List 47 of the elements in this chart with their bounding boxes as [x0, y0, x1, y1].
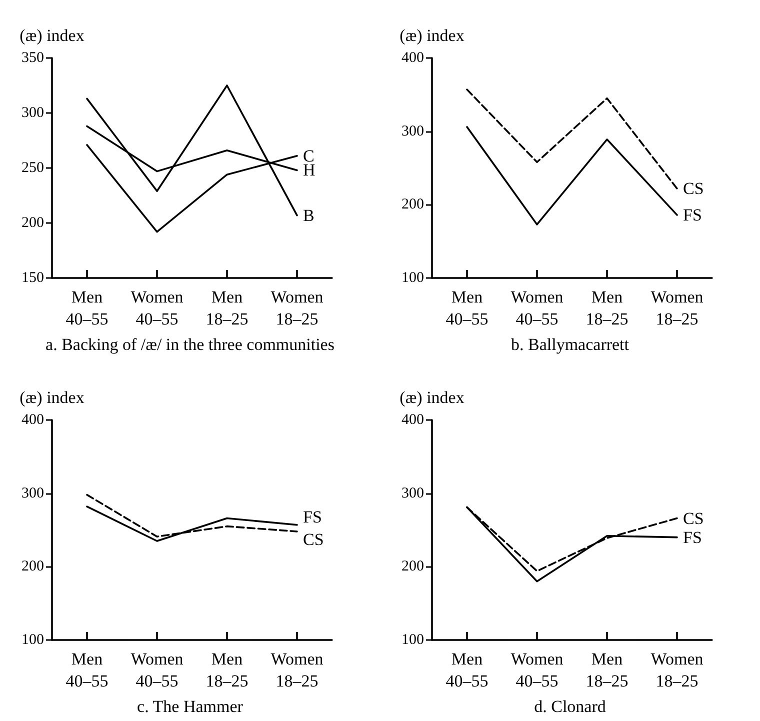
y-tick-label: 400: [402, 50, 424, 66]
series-label: CS: [303, 530, 324, 549]
y-axis-title: (æ) index: [400, 26, 465, 45]
text: a. Backing of /æ/ in the three communities: [46, 335, 334, 354]
series-label: B: [303, 206, 314, 225]
x-tick-label: Men 18–25: [206, 650, 248, 690]
series-label: FS: [683, 528, 702, 547]
text: b. Ballymacarrett: [510, 335, 630, 354]
text: d. Clonard: [534, 697, 606, 716]
y-tick-label: 150: [22, 270, 44, 286]
x-tick-label: Men 18–25: [586, 288, 628, 328]
x-tick-label: Men 40–55: [446, 288, 488, 328]
y-tick-label: 400: [402, 412, 424, 428]
series-label: FS: [683, 205, 702, 224]
y-axis-title: (æ) index: [20, 388, 85, 407]
series-label: CS: [683, 179, 704, 198]
y-tick-label: 300: [22, 105, 44, 121]
y-tick-label: 200: [22, 215, 44, 231]
y-tick-label: 300: [22, 485, 44, 502]
x-tick-label: Women 18–25: [270, 288, 324, 328]
x-tick-label: Women 18–25: [650, 650, 704, 690]
x-tick-label: Women 18–25: [650, 288, 704, 328]
x-tick-label: Men 40–55: [446, 650, 488, 690]
x-tick-label: Men 40–55: [66, 650, 108, 690]
x-tick-label: Women 18–25: [270, 650, 324, 690]
x-tick-label: Women 40–55: [130, 288, 184, 328]
y-tick-label: 100: [22, 632, 44, 648]
y-tick-label: 200: [402, 558, 424, 575]
y-tick-label: 100: [402, 632, 424, 648]
y-axis-title: (æ) index: [400, 388, 465, 407]
y-tick-label: 400: [22, 412, 44, 428]
line-series: [466, 88, 678, 190]
series-label: CS: [683, 508, 704, 528]
y-axis-title: (æ) index: [20, 26, 85, 45]
x-tick-label: Men 18–25: [206, 288, 248, 328]
line-series: [466, 126, 678, 226]
y-tick-label: 300: [402, 485, 424, 502]
x-tick-label: Men 40–55: [66, 288, 108, 328]
y-tick-label: 200: [22, 558, 44, 575]
text: c. The Hammer: [137, 697, 244, 716]
series-label: FS: [303, 507, 322, 526]
y-tick-label: 300: [402, 123, 424, 140]
y-tick-label: 200: [402, 196, 424, 213]
x-tick-label: Men 18–25: [586, 650, 628, 690]
y-tick-label: 250: [22, 160, 44, 176]
y-tick-label: 350: [22, 50, 44, 66]
y-tick-label: 100: [402, 270, 424, 286]
